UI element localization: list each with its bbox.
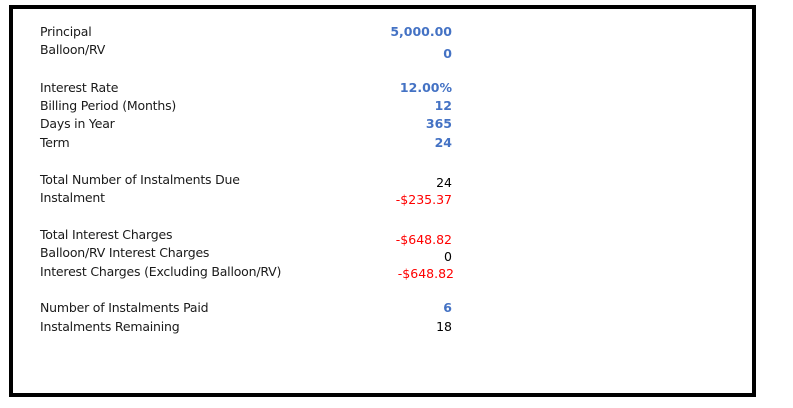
billing-period-value[interactable]: 12 <box>434 98 452 113</box>
interest-excluding-balloon-value: -$648.82 <box>397 266 454 281</box>
row-instalment: Instalment -$235.37 <box>13 189 752 207</box>
row-balloon-interest-charges: Balloon/RV Interest Charges 0 <box>13 244 752 264</box>
principal-label: Principal <box>40 24 92 39</box>
balloon-interest-charges-label: Balloon/RV Interest Charges <box>40 245 210 260</box>
instalments-paid-value[interactable]: 6 <box>443 300 452 315</box>
instalments-paid-label: Number of Instalments Paid <box>40 300 209 315</box>
row-principal: Principal 5,000.00 <box>13 23 752 41</box>
balloon-rv-value[interactable]: 0 <box>443 46 452 61</box>
interest-excluding-balloon-label: Interest Charges (Excluding Balloon/RV) <box>40 264 282 279</box>
total-interest-charges-label: Total Interest Charges <box>40 227 173 242</box>
total-interest-charges-value: -$648.82 <box>395 232 452 247</box>
instalments-remaining-value: 18 <box>436 319 452 334</box>
principal-value[interactable]: 5,000.00 <box>390 24 452 39</box>
term-value[interactable]: 24 <box>434 135 452 150</box>
term-label: Term <box>40 135 70 150</box>
billing-period-label: Billing Period (Months) <box>40 98 177 113</box>
row-term: Term 24 <box>13 134 752 152</box>
row-billing-period: Billing Period (Months) 12 <box>13 97 752 115</box>
days-in-year-value[interactable]: 365 <box>425 116 452 131</box>
row-interest-rate: Interest Rate 12.00% <box>13 79 752 97</box>
instalment-value: -$235.37 <box>395 192 452 207</box>
interest-rate-value[interactable]: 12.00% <box>399 80 452 95</box>
row-balloon-rv: Balloon/RV 0 <box>13 41 752 61</box>
interest-rate-label: Interest Rate <box>40 80 119 95</box>
row-total-interest-charges: Total Interest Charges -$648.82 <box>13 226 752 247</box>
row-instalments-remaining: Instalments Remaining 18 <box>13 318 752 336</box>
total-instalments-due-label: Total Number of Instalments Due <box>40 172 240 187</box>
instalment-label: Instalment <box>40 190 105 205</box>
row-total-instalments-due: Total Number of Instalments Due 24 <box>13 171 752 190</box>
balloon-interest-charges-value: 0 <box>444 249 452 264</box>
instalments-remaining-label: Instalments Remaining <box>40 319 180 334</box>
row-days-in-year: Days in Year 365 <box>13 115 752 133</box>
row-interest-excluding-balloon: Interest Charges (Excluding Balloon/RV) … <box>13 263 752 281</box>
loan-calculator-panel: Principal 5,000.00 Balloon/RV 0 Interest… <box>9 5 756 397</box>
days-in-year-label: Days in Year <box>40 116 115 131</box>
balloon-rv-label: Balloon/RV <box>40 42 106 57</box>
row-instalments-paid: Number of Instalments Paid 6 <box>13 299 752 317</box>
total-instalments-due-value: 24 <box>436 175 452 190</box>
